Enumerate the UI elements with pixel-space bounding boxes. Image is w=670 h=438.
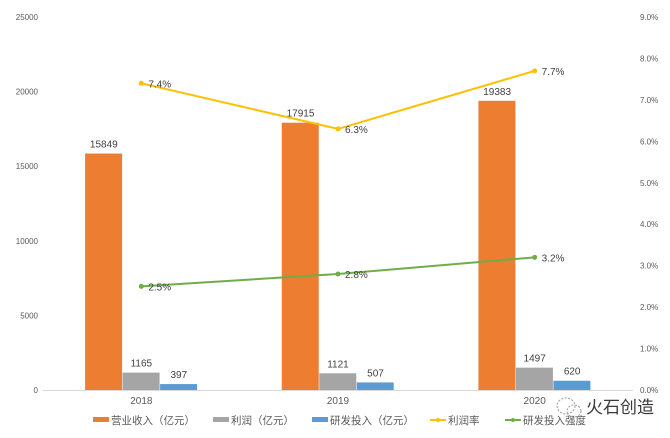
line-point — [138, 283, 144, 289]
bar-data-label: 507 — [367, 368, 384, 379]
line-point — [532, 68, 538, 74]
bar — [515, 367, 553, 390]
right-axis-ticks: 0.0% 1.0% 2.0% 3.0% 4.0% 5.0% 6.0% 7.0% 8.0% 9.0% — [640, 13, 658, 395]
y-tick-label: 25000 — [16, 13, 39, 22]
legend-label: 营业收入（亿元） — [111, 414, 195, 427]
y2-tick-label: 7.0% — [640, 96, 658, 105]
y2-tick-label: 0.0% — [640, 386, 658, 395]
legend-label: 利润（亿元） — [231, 414, 294, 427]
line-data-label: 3.2% — [542, 253, 565, 264]
line-point — [335, 126, 341, 132]
watermark: 火石创造 — [556, 397, 654, 418]
legend-marker — [511, 418, 515, 422]
line-point — [335, 271, 341, 277]
y2-tick-label: 1.0% — [640, 345, 658, 354]
y-tick-label: 20000 — [16, 88, 39, 97]
y-tick-label: 5000 — [20, 311, 38, 320]
line-data-label: 6.3% — [345, 125, 368, 136]
y2-tick-label: 9.0% — [640, 13, 658, 22]
bar-data-label: 17915 — [287, 109, 315, 120]
x-tick-label: 2018 — [130, 396, 153, 407]
y-tick-label: 0 — [34, 386, 39, 395]
line-data-label: 2.8% — [345, 270, 368, 281]
legend-swatch — [312, 417, 328, 422]
line-data-label: 2.5% — [148, 282, 171, 293]
legend-swatch — [213, 417, 229, 422]
left-axis-ticks: 0 5000 10000 15000 20000 25000 — [16, 13, 39, 395]
bar — [160, 384, 198, 390]
bar — [319, 373, 357, 390]
bar — [356, 382, 394, 390]
bar — [553, 380, 591, 390]
series-line — [141, 69, 535, 130]
y2-tick-label: 5.0% — [640, 179, 658, 188]
x-tick-label: 2019 — [327, 396, 350, 407]
y2-tick-label: 2.0% — [640, 303, 658, 312]
bar-data-label: 1121 — [327, 359, 349, 370]
bar-data-label: 1165 — [131, 359, 153, 370]
legend: 营业收入（亿元） 利润（亿元） 研发投入（亿元） 利润率 研发投入强度 — [93, 414, 586, 427]
lines: 7.4% 6.3% 7.7% 2.5% 2.8% 3.2% — [138, 67, 565, 293]
legend-swatch — [93, 417, 109, 422]
line-data-label: 7.7% — [542, 67, 565, 78]
bar-data-label: 1497 — [524, 354, 547, 365]
line-data-label: 7.4% — [148, 79, 171, 90]
x-tick-label: 2020 — [524, 396, 547, 407]
bar — [122, 372, 160, 390]
bar — [281, 122, 319, 391]
bar-data-label: 15849 — [90, 140, 118, 151]
y2-tick-label: 3.0% — [640, 262, 658, 271]
bar — [85, 153, 123, 390]
legend-marker — [436, 418, 440, 422]
bar-data-label: 397 — [170, 370, 187, 381]
bar-data-label: 620 — [564, 367, 581, 378]
line-point — [138, 80, 144, 86]
x-axis-ticks: 2018 2019 2020 — [130, 396, 546, 407]
y2-tick-label: 8.0% — [640, 54, 658, 63]
wechat-logo-icon — [556, 397, 582, 418]
bars: 15849 17915 19383 1165 1121 1497 397 507 620 — [85, 87, 591, 391]
bar — [478, 100, 516, 391]
legend-label: 利润率 — [448, 414, 480, 427]
y-tick-label: 10000 — [16, 237, 39, 246]
legend-label: 研发投入强度 — [523, 414, 586, 427]
y2-tick-label: 4.0% — [640, 220, 658, 229]
y2-tick-label: 6.0% — [640, 137, 658, 146]
watermark-text: 火石创造 — [586, 398, 654, 418]
legend-label: 研发投入（亿元） — [330, 414, 414, 427]
line-point — [532, 254, 538, 260]
bar-data-label: 19383 — [483, 87, 511, 98]
y-tick-label: 15000 — [16, 162, 39, 171]
